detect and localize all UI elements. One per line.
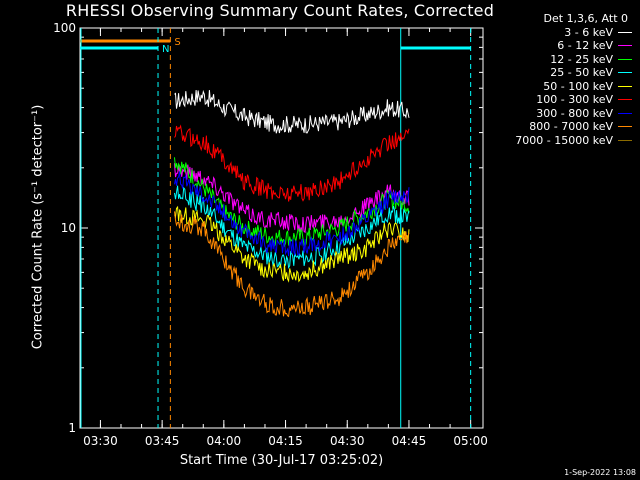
x-tick-label: 04:00 bbox=[207, 434, 242, 448]
plot-frame bbox=[79, 27, 484, 429]
legend-swatch bbox=[618, 139, 632, 141]
legend-entry: 300 - 800 keV bbox=[478, 107, 638, 121]
legend-header: Det 1,3,6, Att 0 bbox=[543, 12, 628, 25]
legend-entry: 7000 - 15000 keV bbox=[478, 134, 638, 148]
x-tick-label: 03:30 bbox=[83, 434, 118, 448]
series-line bbox=[174, 185, 410, 269]
y-tick-label: 100 bbox=[53, 21, 76, 35]
legend-entry: 100 - 300 keV bbox=[478, 93, 638, 107]
plot-axes: 03:30 03:45 04:00 04:15 04:30 04:45 05:00 1 10 10… bbox=[53, 21, 488, 448]
legend-entry-label: 100 - 300 keV bbox=[536, 93, 613, 106]
legend-entry-label: 6 - 12 keV bbox=[557, 39, 613, 52]
marker-label: S bbox=[174, 37, 180, 48]
legend-swatch bbox=[618, 99, 632, 101]
legend-entry: 12 - 25 keV bbox=[478, 53, 638, 67]
x-tick-label: 04:45 bbox=[392, 434, 427, 448]
legend-swatch bbox=[618, 85, 632, 87]
legend-swatch bbox=[618, 58, 632, 60]
y-axis-label: Corrected Count Rate (s⁻¹ detector⁻¹) bbox=[30, 104, 46, 350]
legend-entry: 6 - 12 keV bbox=[478, 39, 638, 53]
series-line bbox=[174, 205, 410, 283]
legend-entry-label: 3 - 6 keV bbox=[564, 25, 613, 39]
legend-swatch bbox=[618, 72, 632, 74]
legend-entry-label: 12 - 25 keV bbox=[550, 52, 613, 66]
y-tick-label: 1 bbox=[68, 421, 76, 435]
legend-rows: 3 - 6 keV 6 - 12 keV 12 - 25 keV 25 - 50 ke… bbox=[478, 26, 638, 148]
x-tick-label: 05:00 bbox=[453, 434, 488, 448]
x-tick-label: 04:15 bbox=[268, 434, 303, 448]
legend-entry: 50 - 100 keV bbox=[478, 80, 638, 94]
series-line bbox=[174, 157, 410, 248]
observing-markers: SN bbox=[80, 28, 472, 428]
legend-swatch bbox=[618, 45, 632, 47]
y-tick-label: 10 bbox=[61, 221, 76, 235]
series-line bbox=[174, 163, 410, 234]
legend-swatch bbox=[618, 112, 632, 114]
legend-entry: 3 - 6 keV bbox=[478, 26, 638, 40]
series-layer bbox=[174, 89, 410, 318]
chart-title: RHESSI Observing Summary Count Rates, Co… bbox=[65, 1, 495, 20]
legend-entry-label: 50 - 100 keV bbox=[543, 79, 613, 93]
x-axis-label: Start Time (30-Jul-17 03:25:02) bbox=[179, 453, 384, 468]
legend-swatch bbox=[618, 126, 632, 128]
marker-label: N bbox=[162, 44, 169, 55]
legend-entry-label: 300 - 800 keV bbox=[536, 106, 613, 120]
legend-entry: 800 - 7000 keV bbox=[478, 120, 638, 134]
legend: Det 1,3,6, Att 0 3 - 6 keV 6 - 12 keV 12 -… bbox=[478, 12, 638, 147]
series-line bbox=[174, 124, 410, 202]
x-tick-label: 04:30 bbox=[330, 434, 365, 448]
legend-entry-label: 25 - 50 keV bbox=[550, 66, 613, 79]
legend-entry-label: 800 - 7000 keV bbox=[529, 120, 613, 133]
legend-entry-label: 7000 - 15000 keV bbox=[515, 133, 613, 147]
legend-entry: 25 - 50 keV bbox=[478, 66, 638, 80]
footer-timestamp: 1-Sep-2022 13:08 bbox=[564, 468, 636, 477]
series-line bbox=[174, 211, 410, 318]
series-line bbox=[174, 171, 410, 257]
legend-swatch bbox=[618, 31, 632, 33]
series-line bbox=[174, 89, 410, 134]
x-tick-label: 03:45 bbox=[145, 434, 180, 448]
